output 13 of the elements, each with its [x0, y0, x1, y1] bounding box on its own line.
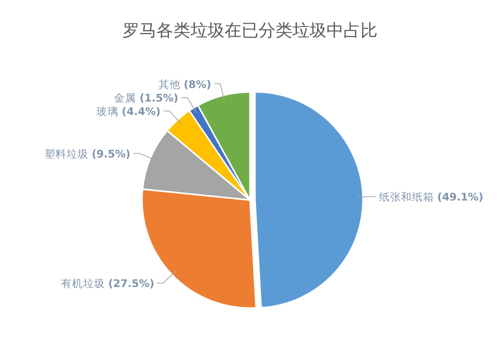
slice-label: 塑料垃圾	[44, 148, 88, 160]
data-label: (1.5%)	[140, 92, 178, 105]
slice-label: 玻璃	[96, 106, 118, 118]
slice-label: 金属	[114, 92, 136, 105]
slice-label: 其他	[158, 78, 180, 91]
slice-label: 有机垃圾	[60, 278, 105, 290]
data-label: (9.5%)	[92, 148, 130, 160]
slice-label: 纸张和纸箱	[378, 192, 434, 204]
data-label: (27.5%)	[108, 278, 154, 290]
data-label: (49.1%)	[437, 192, 484, 204]
data-label: (8%)	[184, 78, 212, 91]
data-label: (4.4%)	[122, 106, 161, 118]
chart-title: 罗马各类垃圾在已分类垃圾中占比	[122, 21, 378, 41]
